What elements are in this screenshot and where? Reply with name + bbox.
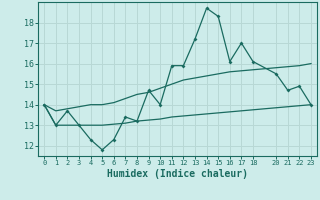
X-axis label: Humidex (Indice chaleur): Humidex (Indice chaleur) xyxy=(107,169,248,179)
